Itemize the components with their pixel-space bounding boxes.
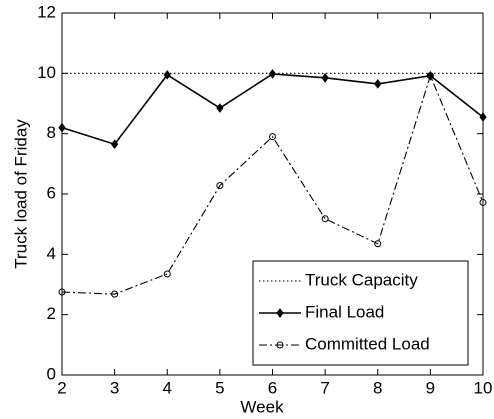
marker: [276, 308, 284, 318]
x-tick-label: 2: [57, 378, 66, 397]
y-tick-label: 12: [37, 2, 56, 21]
marker: [321, 73, 329, 83]
marker: [426, 72, 434, 80]
marker: [163, 270, 171, 278]
x-tick-label: 4: [163, 378, 172, 397]
marker: [276, 341, 284, 349]
y-tick-label: 10: [37, 63, 56, 82]
marker: [268, 69, 277, 79]
x-tick-label: 5: [215, 378, 224, 397]
marker: [111, 139, 119, 150]
x-tick-label: 3: [110, 378, 119, 397]
legend-label: Truck Capacity: [305, 270, 418, 289]
marker: [374, 240, 382, 248]
x-tick-label: 9: [426, 378, 435, 397]
x-axis-label: Week: [240, 397, 284, 416]
legend-label: Committed Load: [305, 334, 430, 353]
x-tick-label: 7: [320, 378, 329, 397]
marker: [321, 215, 329, 223]
plot-frame: [61, 12, 484, 376]
y-tick-label: 2: [47, 304, 56, 323]
marker: [216, 182, 224, 190]
x-tick-label: 6: [268, 378, 277, 397]
marker: [216, 103, 224, 113]
y-tick-label: 4: [47, 244, 56, 263]
marker: [374, 79, 382, 89]
y-tick-label: 6: [47, 183, 56, 202]
legend-label: Final Load: [305, 302, 384, 321]
series-line: [61, 74, 484, 295]
x-tick-label: 8: [373, 378, 382, 397]
legend: Truck Capacity Final Load Committed Load: [252, 260, 469, 366]
marker: [269, 133, 276, 141]
x-tick-label: 10: [474, 378, 493, 397]
y-axis-label: Truck load of Friday: [11, 119, 30, 269]
y-tick-label: 8: [47, 123, 56, 142]
y-tick-label: 0: [47, 364, 56, 383]
marker: [163, 70, 171, 80]
marker: [111, 290, 119, 298]
